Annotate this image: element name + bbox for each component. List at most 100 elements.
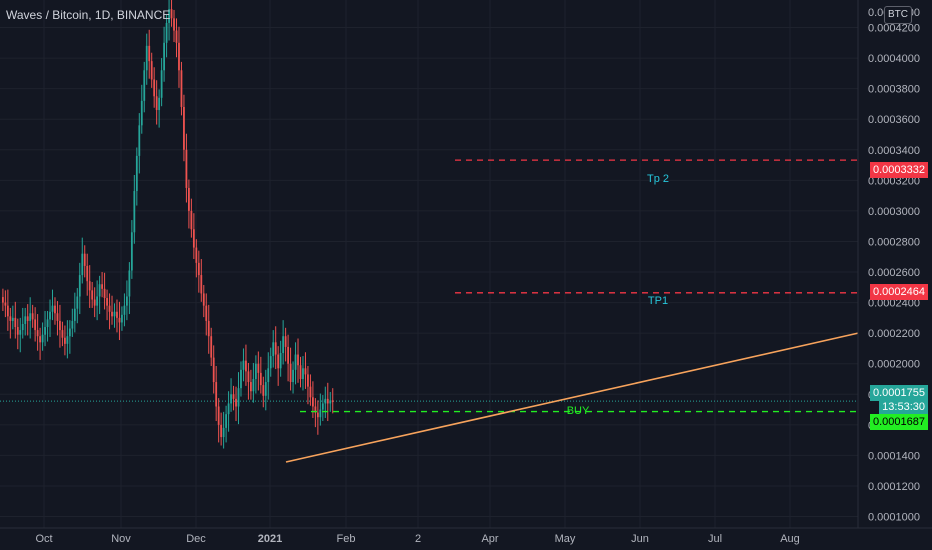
candle-body [123, 305, 126, 315]
candle-body [59, 320, 61, 331]
candle-body [98, 284, 101, 297]
candle-body [247, 371, 250, 383]
candle-body [116, 311, 118, 318]
candle-body [165, 22, 168, 43]
candle-body [200, 275, 203, 294]
candle-body [269, 356, 272, 369]
candle-body [91, 290, 94, 300]
candle-body [106, 298, 108, 306]
candle-body [64, 337, 66, 344]
time-tick-label: May [555, 533, 576, 545]
price-tick-label: 0.0002200 [868, 328, 920, 340]
candle-body [140, 100, 143, 126]
candle-body [31, 313, 34, 320]
candle-body [130, 232, 133, 271]
candle-body [175, 30, 178, 43]
candle-body [29, 313, 32, 321]
candle-body [192, 229, 195, 248]
candle-body [145, 45, 148, 71]
candle-body [321, 403, 324, 410]
candle-body [284, 336, 287, 347]
candle-body [302, 368, 304, 379]
candle-body [274, 342, 277, 355]
candle-body [279, 353, 282, 369]
candle-body [11, 317, 14, 321]
candle-body [178, 42, 180, 71]
candle-body [108, 305, 111, 312]
chart-title: Waves / Bitcoin, 1D, BINANCE [6, 8, 171, 22]
price-tick-label: 0.0003800 [868, 84, 920, 96]
candle-body [319, 409, 322, 418]
candle-body [232, 394, 235, 399]
candle-body [304, 368, 307, 375]
candle-body [197, 262, 200, 276]
candle-body [111, 311, 113, 317]
price-tick-label: 0.0001200 [868, 481, 920, 493]
candle-body [135, 155, 138, 192]
candle-body [307, 374, 309, 387]
trendline[interactable] [285, 332, 859, 463]
candle-body [220, 424, 223, 438]
time-axis[interactable]: Oct Nov Dec 2021 Feb 2 Apr May Jun Jul Aug [0, 527, 932, 545]
price-tick-label: 0.0002800 [868, 236, 920, 248]
candle-body [309, 386, 312, 398]
candle-body [46, 319, 49, 328]
candle-body [297, 354, 299, 366]
candle-body [250, 382, 252, 392]
time-tick-label: Jul [708, 533, 722, 545]
candle-body [168, 9, 170, 23]
candle-body [188, 187, 190, 211]
candle-body [73, 308, 76, 321]
time-tick-label: Nov [111, 533, 131, 545]
candle-body [71, 320, 74, 329]
candle-body [93, 299, 96, 306]
candle-body [51, 305, 54, 312]
candle-body [138, 125, 141, 156]
candle-body [292, 369, 294, 383]
candles [2, 0, 334, 449]
price-tick-label: 0.0002000 [868, 359, 920, 371]
candle-body [331, 400, 334, 402]
candle-body [16, 327, 19, 335]
candle-body [212, 357, 215, 383]
candle-body [185, 149, 188, 188]
tp1-price-tag: 0.0002464 [870, 284, 928, 300]
price-tick-label: 0.0003200 [868, 175, 920, 187]
candle-body [222, 427, 225, 438]
candle-body [9, 316, 12, 321]
time-tick-label: Dec [186, 533, 206, 545]
candle-body [34, 319, 37, 331]
candle-body [262, 385, 265, 396]
time-tick-label: Apr [481, 533, 498, 545]
currency-badge[interactable]: BTC [884, 6, 912, 24]
candle-body [96, 296, 99, 306]
candle-body [118, 317, 121, 323]
candle-body [299, 365, 302, 379]
candle-body [81, 253, 84, 276]
candle-body [61, 330, 64, 338]
candle-body [245, 360, 247, 372]
candle-body [121, 314, 123, 323]
level-lines[interactable] [300, 159, 858, 413]
candle-body [202, 293, 205, 306]
candle-body [160, 70, 163, 98]
candle-body [86, 265, 89, 282]
candle-body [128, 270, 131, 297]
candle-body [143, 70, 146, 101]
price-tick-label: 0.0002600 [868, 267, 920, 279]
price-tick-label: 0.0002400 [868, 298, 920, 310]
tp1-label: TP1 [648, 295, 668, 307]
candle-body [126, 296, 128, 306]
candle-body [312, 397, 314, 407]
candle-body [264, 382, 267, 396]
candle-body [21, 323, 24, 331]
candle-body [254, 363, 257, 379]
candle-body [272, 342, 275, 357]
candle-body [329, 400, 332, 404]
candle-body [230, 394, 232, 404]
candle-body [240, 369, 242, 389]
